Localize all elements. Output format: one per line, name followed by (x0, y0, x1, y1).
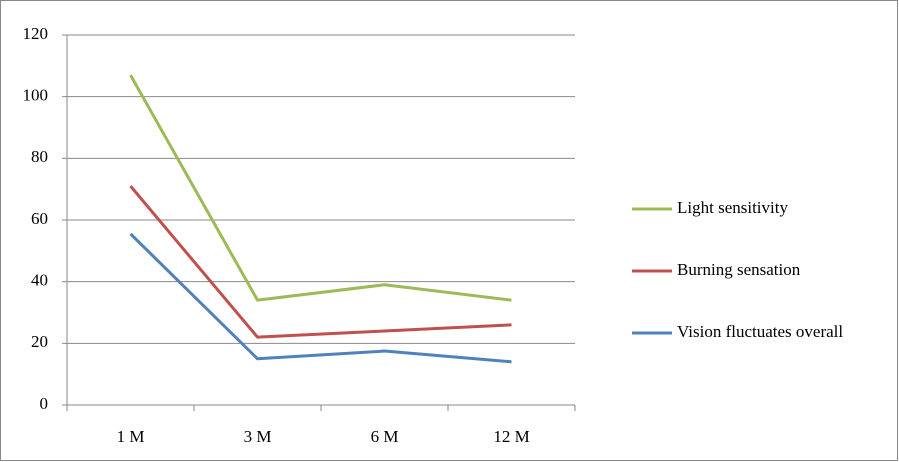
x-tick-label: 3 M (244, 427, 272, 446)
legend-label: Vision fluctuates overall (677, 322, 843, 341)
y-tick-label: 0 (40, 394, 49, 413)
y-tick-label: 60 (31, 209, 48, 228)
y-tick-label: 80 (31, 147, 48, 166)
y-tick-label: 120 (23, 24, 49, 43)
series-line (129, 232, 512, 364)
legend-label: Burning sensation (677, 260, 801, 279)
y-tick-label: 20 (31, 332, 48, 351)
x-tick-label: 12 M (493, 427, 529, 446)
y-tick-label: 40 (31, 271, 48, 290)
legend-label: Light sensitivity (677, 198, 788, 217)
x-tick-label: 1 M (117, 427, 145, 446)
series-line (129, 74, 512, 302)
y-tick-label: 100 (23, 86, 49, 105)
x-tick-label: 6 M (371, 427, 399, 446)
series-line (129, 185, 512, 339)
